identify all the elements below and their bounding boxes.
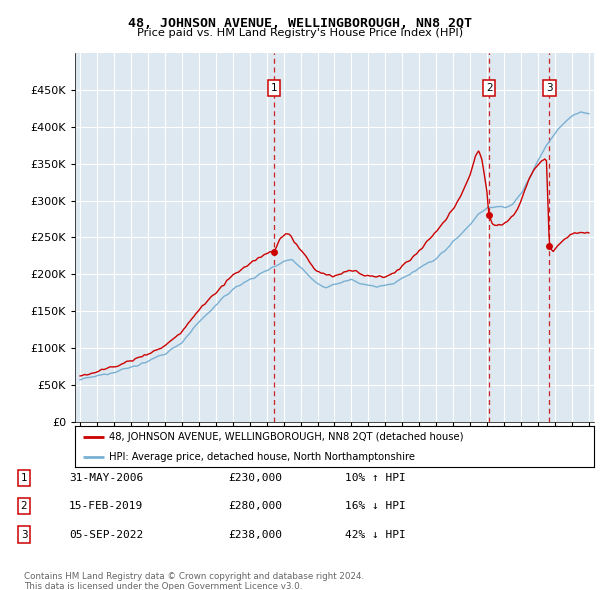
Text: 3: 3 bbox=[546, 83, 553, 93]
Text: £280,000: £280,000 bbox=[228, 502, 282, 511]
Point bbox=[484, 211, 494, 220]
Text: 16% ↓ HPI: 16% ↓ HPI bbox=[345, 502, 406, 511]
Text: Price paid vs. HM Land Registry's House Price Index (HPI): Price paid vs. HM Land Registry's House … bbox=[137, 28, 463, 38]
Text: £230,000: £230,000 bbox=[228, 473, 282, 483]
Text: 2: 2 bbox=[20, 502, 28, 511]
Text: Contains HM Land Registry data © Crown copyright and database right 2024.: Contains HM Land Registry data © Crown c… bbox=[24, 572, 364, 581]
Text: This data is licensed under the Open Government Licence v3.0.: This data is licensed under the Open Gov… bbox=[24, 582, 302, 590]
Text: 05-SEP-2022: 05-SEP-2022 bbox=[69, 530, 143, 539]
Text: 15-FEB-2019: 15-FEB-2019 bbox=[69, 502, 143, 511]
Text: 10% ↑ HPI: 10% ↑ HPI bbox=[345, 473, 406, 483]
Text: 48, JOHNSON AVENUE, WELLINGBOROUGH, NN8 2QT: 48, JOHNSON AVENUE, WELLINGBOROUGH, NN8 … bbox=[128, 17, 472, 30]
Text: £238,000: £238,000 bbox=[228, 530, 282, 539]
Text: 2: 2 bbox=[486, 83, 493, 93]
Text: 48, JOHNSON AVENUE, WELLINGBOROUGH, NN8 2QT (detached house): 48, JOHNSON AVENUE, WELLINGBOROUGH, NN8 … bbox=[109, 432, 463, 442]
Text: HPI: Average price, detached house, North Northamptonshire: HPI: Average price, detached house, Nort… bbox=[109, 452, 415, 462]
Text: 1: 1 bbox=[271, 83, 277, 93]
Text: 31-MAY-2006: 31-MAY-2006 bbox=[69, 473, 143, 483]
Text: 3: 3 bbox=[20, 530, 28, 539]
Point bbox=[269, 248, 278, 257]
Point bbox=[545, 242, 554, 251]
Text: 42% ↓ HPI: 42% ↓ HPI bbox=[345, 530, 406, 539]
Text: 1: 1 bbox=[20, 473, 28, 483]
